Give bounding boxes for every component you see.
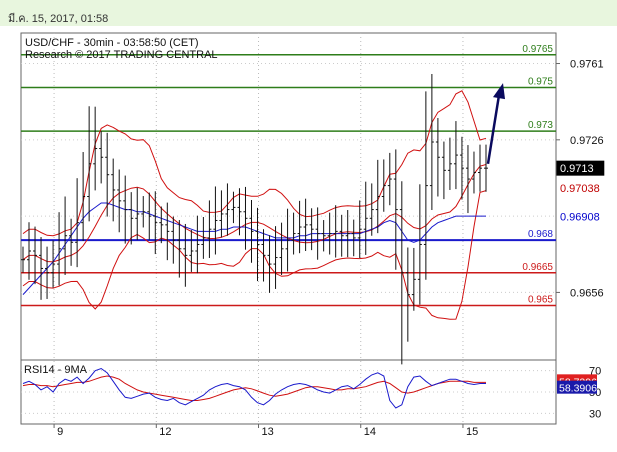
rsi-title: RSI14 - 9MA bbox=[24, 364, 88, 376]
middle-band-line bbox=[22, 164, 487, 263]
date-label: มี.ค. 15, 2017, 01:58 bbox=[8, 13, 109, 25]
price-tag-box bbox=[556, 180, 612, 196]
x-tick-label: 15 bbox=[466, 426, 478, 438]
forecast-arrow bbox=[486, 94, 501, 164]
x-tick-label: 14 bbox=[364, 426, 376, 438]
y-tick-label: 0.9656 bbox=[570, 287, 604, 299]
x-tick-label: 13 bbox=[262, 426, 274, 438]
level-label: 0.973 bbox=[528, 120, 553, 131]
chart-title: USD/CHF - 30min - 03:58:50 (CET) bbox=[25, 37, 199, 49]
price-tag-label: 0.9713 bbox=[560, 163, 594, 175]
y-tick-label: 0.9726 bbox=[570, 135, 604, 147]
rsi-ma-line bbox=[22, 375, 486, 401]
rsi-panel bbox=[20, 359, 557, 425]
y-tick-label: 0.9761 bbox=[570, 59, 604, 71]
level-label: 0.968 bbox=[528, 229, 553, 240]
level-label: 0.9765 bbox=[522, 44, 553, 55]
rsi-tick-label: 30 bbox=[589, 408, 601, 420]
price-tag-label: 0.97038 bbox=[560, 183, 600, 195]
moving-average-line bbox=[22, 202, 486, 295]
main-panel bbox=[20, 32, 557, 361]
rsi-tag-label: 58.3906 bbox=[559, 383, 597, 395]
level-label: 0.9665 bbox=[522, 262, 553, 273]
rsi-line bbox=[22, 367, 486, 409]
level-label: 0.965 bbox=[528, 295, 553, 306]
x-tick-label: 12 bbox=[159, 426, 171, 438]
x-tick-label: 9 bbox=[57, 426, 63, 438]
price-tag-box bbox=[556, 160, 605, 176]
top-date-bar: มี.ค. 15, 2017, 01:58 bbox=[0, 0, 617, 26]
price-tag-box bbox=[556, 209, 612, 225]
upper-band-line bbox=[22, 90, 487, 237]
price-tag-label: 0.96908 bbox=[560, 212, 600, 224]
x-axis-strip bbox=[21, 424, 556, 434]
forecast-arrowhead bbox=[493, 83, 505, 100]
lower-band-line bbox=[22, 190, 487, 320]
rsi-tag-box bbox=[557, 380, 597, 394]
level-label: 0.975 bbox=[528, 77, 553, 88]
chart-subtitle: Research © 2017 TRADING CENTRAL bbox=[25, 49, 218, 61]
